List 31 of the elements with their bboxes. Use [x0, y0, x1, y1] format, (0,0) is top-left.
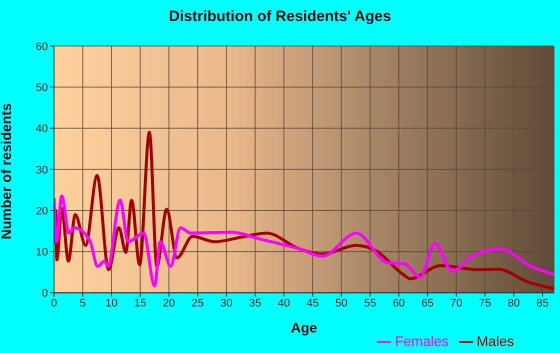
x-tick-label: 35 [249, 298, 262, 310]
y-tick-label: 50 [36, 82, 48, 94]
x-tick-label: 65 [421, 298, 434, 310]
line-series [54, 194, 554, 288]
y-tick-label: 10 [36, 246, 48, 258]
x-tick-label: 30 [220, 298, 233, 310]
legend-label: Males [476, 332, 514, 349]
y-tick-label: 40 [36, 123, 48, 136]
y-axis-title: Number of residents [0, 103, 14, 240]
x-tick-label: 85 [536, 298, 549, 310]
x-tick-label: 5 [80, 298, 86, 310]
y-tick-label: 20 [36, 205, 48, 218]
x-tick-label: 45 [306, 298, 319, 310]
y-tick-label: 0 [42, 288, 48, 300]
chart-title: Distribution of Residents' Ages [168, 8, 392, 25]
x-tick-label: 75 [478, 298, 492, 310]
y-tick-label: 60 [36, 40, 48, 53]
x-tick-label: 10 [105, 298, 118, 310]
y-tick-label: 30 [36, 164, 48, 176]
x-tick-label: 70 [450, 298, 462, 310]
x-tick-label: 60 [392, 298, 405, 310]
x-tick-label: 55 [364, 298, 376, 310]
x-tick-label: 0 [50, 298, 58, 310]
legend-label: Females [394, 332, 449, 349]
x-tick-label: 40 [278, 298, 290, 310]
x-tick-label: 50 [335, 298, 348, 310]
x-tick-label: 80 [508, 298, 520, 310]
x-tick-label: 15 [134, 298, 146, 310]
x-tick-label: 20 [162, 298, 176, 310]
x-axis-title: Age [290, 320, 318, 336]
x-tick-label: 25 [192, 298, 204, 310]
